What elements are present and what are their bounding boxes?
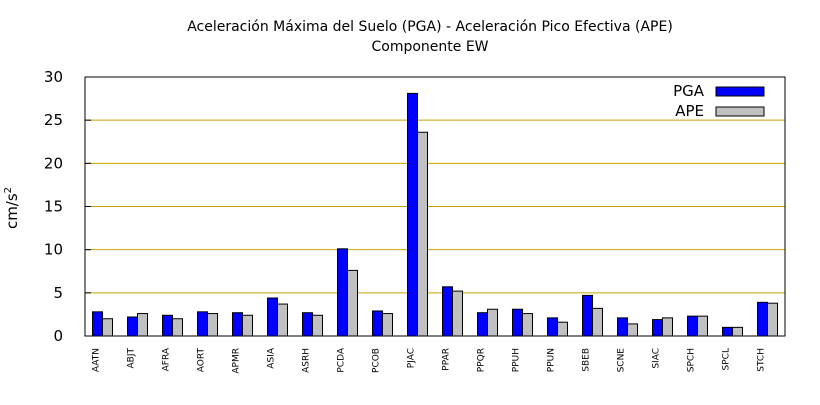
legend: PGA APE: [673, 82, 765, 120]
y-tick-label: 25: [44, 111, 63, 129]
legend-label-pga: PGA: [673, 82, 705, 100]
bar-pga-ppar: [442, 286, 453, 337]
y-axis: 0 5 10 15 20 25 30: [44, 68, 91, 345]
x-tick-label: SPCH: [687, 348, 697, 372]
y-axis-label: cm/s2: [3, 187, 21, 229]
bar-ape-sbeb: [592, 307, 603, 337]
y-tick-label: 15: [44, 198, 63, 216]
bar-pga-stch: [757, 301, 768, 337]
y-tick-label: 10: [44, 241, 63, 259]
bar-ape-ppun: [557, 321, 568, 337]
bar-ape-apmr: [242, 314, 253, 337]
bar-pga-apmr: [232, 312, 243, 337]
bar-pga-spch: [687, 315, 698, 337]
bar-pga-pcda: [337, 248, 348, 337]
bar-pga-ppuh: [512, 308, 523, 337]
bar-pga-siac: [652, 319, 663, 337]
legend-swatch-pga: [715, 86, 765, 97]
x-tick-label: SIAC: [652, 348, 662, 369]
x-tick-label: ASIA: [267, 347, 277, 369]
bar-pga-asia: [267, 297, 278, 337]
x-tick-label: PPAR: [442, 348, 452, 371]
bar-pga-aatn: [92, 311, 103, 337]
bar-ape-scne: [627, 323, 638, 337]
bar-pga-pcob: [372, 310, 383, 337]
bar-ape-aatn: [102, 318, 113, 337]
bar-ape-stch: [767, 302, 778, 337]
bar-ape-abjt: [137, 313, 148, 337]
x-tick-label: SPCL: [722, 348, 732, 370]
bar-ape-siac: [662, 317, 673, 337]
bar-pga-afra: [162, 314, 173, 337]
bar-pga-spcl: [722, 326, 733, 337]
x-tick-label: PPQR: [477, 348, 487, 372]
x-tick-label: SCNE: [617, 348, 627, 373]
x-tick-label: PCDA: [337, 347, 347, 372]
bar-pga-ppun: [547, 317, 558, 337]
x-tick-label: ABJT: [127, 347, 137, 368]
svg-text:cm/s2: cm/s2: [3, 187, 21, 229]
bar-ape-ppar: [452, 290, 463, 337]
bar-ape-asrh: [312, 314, 323, 337]
bar-pga-ppqr: [477, 312, 488, 337]
bar-ape-pcob: [382, 313, 393, 337]
chart-title-line2: Componente EW: [371, 39, 488, 55]
x-axis: AATN ABJT AFRA AORT APMR ASIA ASRH PCDA PCOB PJAC…: [92, 331, 768, 374]
x-tick-label: APMR: [232, 348, 242, 374]
x-tick-label: PPUN: [547, 348, 557, 372]
x-tick-label: SBEB: [582, 348, 592, 372]
bar-ape-spch: [697, 315, 708, 337]
bars: [92, 92, 778, 337]
x-tick-label: AORT: [197, 348, 207, 373]
y-tick-label: 30: [44, 68, 63, 86]
y-axis-label-base: cm/s: [3, 193, 21, 229]
y-tick-label: 5: [53, 284, 63, 302]
legend-swatch-ape: [715, 106, 765, 117]
y-tick-label: 20: [44, 154, 63, 172]
legend-label-ape: APE: [675, 102, 704, 120]
x-tick-label: PPUH: [512, 348, 522, 372]
x-tick-label: AFRA: [162, 347, 172, 371]
y-tick-label: 0: [53, 327, 63, 345]
bar-pga-scne: [617, 317, 628, 337]
x-tick-label: STCH: [757, 348, 767, 372]
bar-ape-aort: [207, 313, 218, 337]
x-tick-label: PCOB: [372, 348, 382, 373]
gridlines: [85, 119, 785, 294]
bar-ape-spcl: [732, 326, 743, 337]
x-tick-label: PJAC: [407, 348, 417, 368]
y-axis-label-exp: 2: [3, 187, 14, 193]
bar-pga-sbeb: [582, 294, 593, 337]
bar-pga-abjt: [127, 316, 138, 337]
x-tick-label: ASRH: [302, 348, 312, 373]
bar-pga-aort: [197, 311, 208, 337]
bar-pga-pjac: [407, 92, 418, 337]
x-tick-label: AATN: [92, 348, 102, 372]
bar-ape-asia: [277, 303, 288, 337]
bar-ape-pjac: [417, 131, 428, 337]
chart-title-line1: Aceleración Máxima del Suelo (PGA) - Ace…: [187, 19, 673, 35]
bar-ape-ppqr: [487, 308, 498, 337]
bar-pga-asrh: [302, 312, 313, 337]
bar-ape-ppuh: [522, 313, 533, 337]
bar-ape-afra: [172, 318, 183, 337]
bar-ape-pcda: [347, 269, 358, 337]
